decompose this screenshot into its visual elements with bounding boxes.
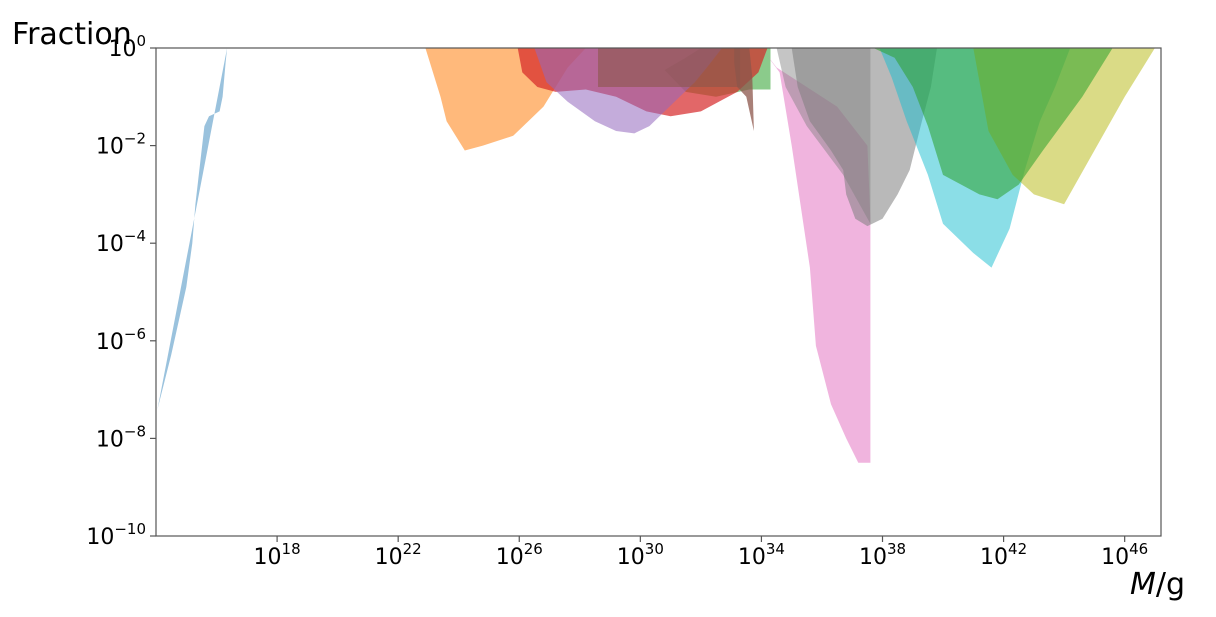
x-tick-label: 1042 — [980, 540, 1027, 570]
x-axis-title: M/g — [1130, 567, 1185, 602]
y-tick-label: 100 — [108, 32, 146, 62]
constraint-region-1 — [157, 48, 228, 410]
x-axis-title-unit: /g — [1156, 567, 1185, 602]
x-axis-ticks: 1018 1022 1026 1030 1034 1038 1042 1046 — [254, 536, 1148, 570]
x-tick-label: 1038 — [859, 540, 906, 570]
constraint-region-10 — [776, 48, 871, 224]
y-axis-ticks: 100 10−2 10−4 10−6 10−8 10−10 — [86, 32, 156, 550]
x-tick-label: 1026 — [496, 540, 543, 570]
x-tick-label: 1022 — [375, 540, 422, 570]
plot-area — [157, 48, 1155, 463]
x-axis-title-variable: M — [1130, 567, 1156, 602]
constraint-region-13 — [873, 48, 1113, 200]
constraint-region-6 — [598, 48, 741, 87]
y-tick-label: 10−8 — [96, 422, 146, 452]
x-tick-label: 1046 — [1101, 540, 1148, 570]
y-tick-label: 10−4 — [96, 227, 146, 257]
constraint-region-7 — [734, 48, 754, 131]
y-tick-label: 10−2 — [96, 130, 146, 160]
plot-frame — [155, 47, 1162, 537]
y-tick-label: 10−6 — [96, 325, 146, 355]
x-tick-label: 1034 — [738, 540, 785, 570]
y-tick-label: 10−10 — [86, 520, 146, 550]
y-axis-title: Fraction — [12, 17, 132, 52]
x-tick-label: 1018 — [254, 540, 301, 570]
x-tick-label: 1030 — [617, 540, 664, 570]
